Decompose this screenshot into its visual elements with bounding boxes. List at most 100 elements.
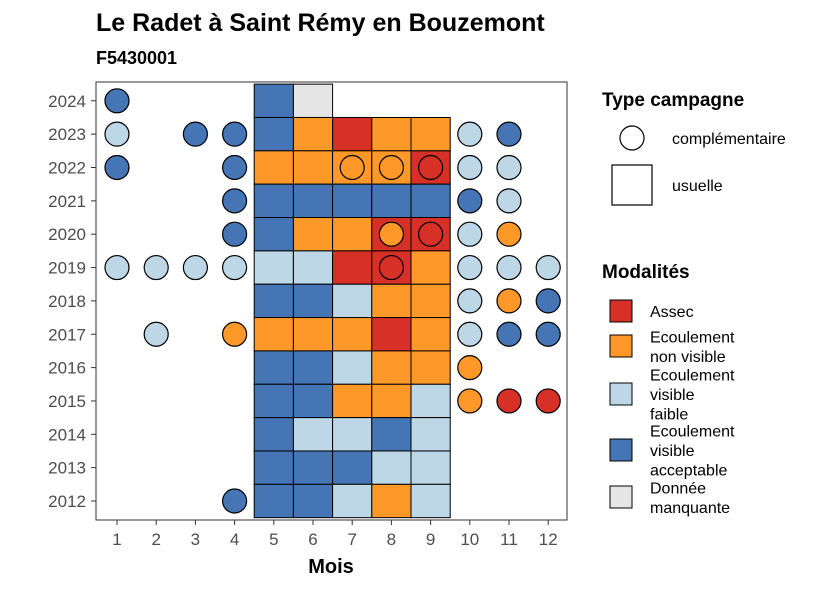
point-2022-7 [339, 154, 365, 181]
cell-2023-6 [292, 116, 334, 152]
x-tick-label: 9 [426, 530, 435, 549]
point-2019-10 [457, 254, 483, 281]
cell-2018-6 [292, 283, 334, 319]
x-tick-label: 4 [230, 530, 239, 549]
cell-2021-9 [410, 183, 451, 219]
point-2020-9 [418, 221, 444, 247]
point-2022-4 [222, 154, 248, 181]
point-2019-8 [378, 254, 404, 281]
point-2017-11 [496, 321, 522, 347]
point-2021-11 [496, 188, 522, 214]
legend-modalite-A-swatch [609, 299, 633, 323]
cell-2016-7 [332, 350, 373, 385]
point-2019-12 [535, 254, 561, 281]
legend-usuelle-symbol [611, 164, 653, 206]
cell-2018-8 [371, 283, 412, 319]
legend-modalite-V-swatch [609, 438, 633, 462]
legend-modalite-M-label: Donnée [650, 480, 706, 497]
cell-2013-7 [332, 450, 373, 485]
point-2022-8 [378, 154, 404, 181]
point-2020-8 [378, 221, 404, 247]
cell-2023-5 [253, 116, 294, 152]
legend-modalite-F-label: visible [650, 387, 695, 404]
chart-title: Le Radet à Saint Rémy en Bouzemont [96, 9, 545, 37]
point-2012-4 [222, 488, 248, 514]
x-axis: 1 2 3 4 5 6 7 8 9 10 11 12 [112, 520, 558, 549]
cell-2014-8 [371, 417, 412, 452]
cell-2016-8 [371, 350, 412, 385]
cell-2015-5 [253, 383, 294, 419]
cell-2014-9 [410, 417, 451, 452]
cell-2021-8 [371, 183, 412, 219]
legend-modalite-V-label: visible [650, 443, 695, 460]
legend-modalite-F-label: faible [650, 407, 688, 424]
cell-2019-7 [332, 250, 373, 285]
cell-2019-6 [292, 250, 334, 285]
point-2021-4 [222, 188, 248, 214]
cell-2020-7 [332, 217, 373, 252]
x-tick-label: 11 [500, 530, 518, 549]
legend-modalite-V-label: acceptable [650, 463, 727, 480]
point-2023-11 [496, 121, 522, 147]
x-tick-label: 2 [151, 530, 160, 549]
x-tick-label: 7 [347, 530, 356, 549]
legend-modalite-V-label: Ecoulement [650, 424, 735, 441]
cell-2018-5 [253, 283, 294, 319]
cell-2016-9 [410, 350, 451, 385]
point-2023-10 [457, 121, 483, 147]
point-2023-3 [182, 121, 208, 147]
cell-2016-6 [292, 350, 334, 385]
legend-modalite-N-swatch [609, 334, 633, 358]
legend-type-campagne-title: Type campagne [602, 90, 744, 111]
legend-complementaire-symbol [619, 125, 645, 151]
y-tick-label: 2014 [48, 425, 86, 444]
point-2022-9 [418, 154, 444, 181]
cell-2012-9 [410, 483, 451, 519]
point-2024-1 [104, 88, 130, 114]
cell-2017-7 [332, 317, 373, 352]
cell-2024-5 [253, 83, 294, 118]
legend-modalite-M-swatch [609, 485, 633, 509]
y-tick-label: 2024 [48, 92, 86, 111]
point-2022-11 [496, 154, 522, 181]
cell-2020-6 [292, 217, 334, 252]
point-2021-10 [457, 188, 483, 214]
legend-modalite-A-label: Assec [650, 304, 694, 321]
cell-2018-9 [410, 283, 451, 319]
y-tick-label: 2016 [48, 359, 86, 378]
cell-2017-8 [371, 317, 412, 352]
point-2019-11 [496, 254, 522, 281]
cell-2016-5 [253, 350, 294, 385]
y-tick-label: 2022 [48, 159, 86, 178]
legend-usuelle-label: usuelle [672, 178, 723, 195]
cell-2015-7 [332, 383, 373, 419]
cell-2018-7 [332, 283, 373, 319]
complementaire-points [104, 88, 561, 514]
cell-2014-5 [253, 417, 294, 452]
point-2017-2 [143, 321, 169, 347]
cell-2012-5 [253, 483, 294, 519]
y-tick-label: 2021 [48, 192, 86, 211]
cell-2019-5 [253, 250, 294, 285]
y-tick-label: 2018 [48, 292, 86, 311]
y-tick-label: 2023 [48, 125, 86, 144]
cell-2013-6 [292, 450, 334, 485]
y-tick-label: 2017 [48, 325, 86, 344]
cell-2024-6 [292, 83, 334, 118]
point-2015-11 [496, 388, 522, 414]
y-tick-label: 2020 [48, 225, 86, 244]
cell-2014-6 [292, 417, 334, 452]
point-2020-10 [457, 221, 483, 247]
cell-2013-8 [371, 450, 412, 485]
x-tick-label: 12 [539, 530, 558, 549]
point-2019-1 [104, 254, 130, 281]
point-2020-4 [222, 221, 248, 247]
point-2022-1 [104, 154, 130, 181]
y-axis: 2012 2013 2014 2015 2016 2017 2018 2019 2020 2021… [48, 92, 96, 511]
cell-2023-9 [410, 116, 451, 152]
y-tick-label: 2015 [48, 392, 86, 411]
point-2019-3 [182, 254, 208, 281]
x-tick-label: 6 [308, 530, 317, 549]
cell-2013-5 [253, 450, 294, 485]
